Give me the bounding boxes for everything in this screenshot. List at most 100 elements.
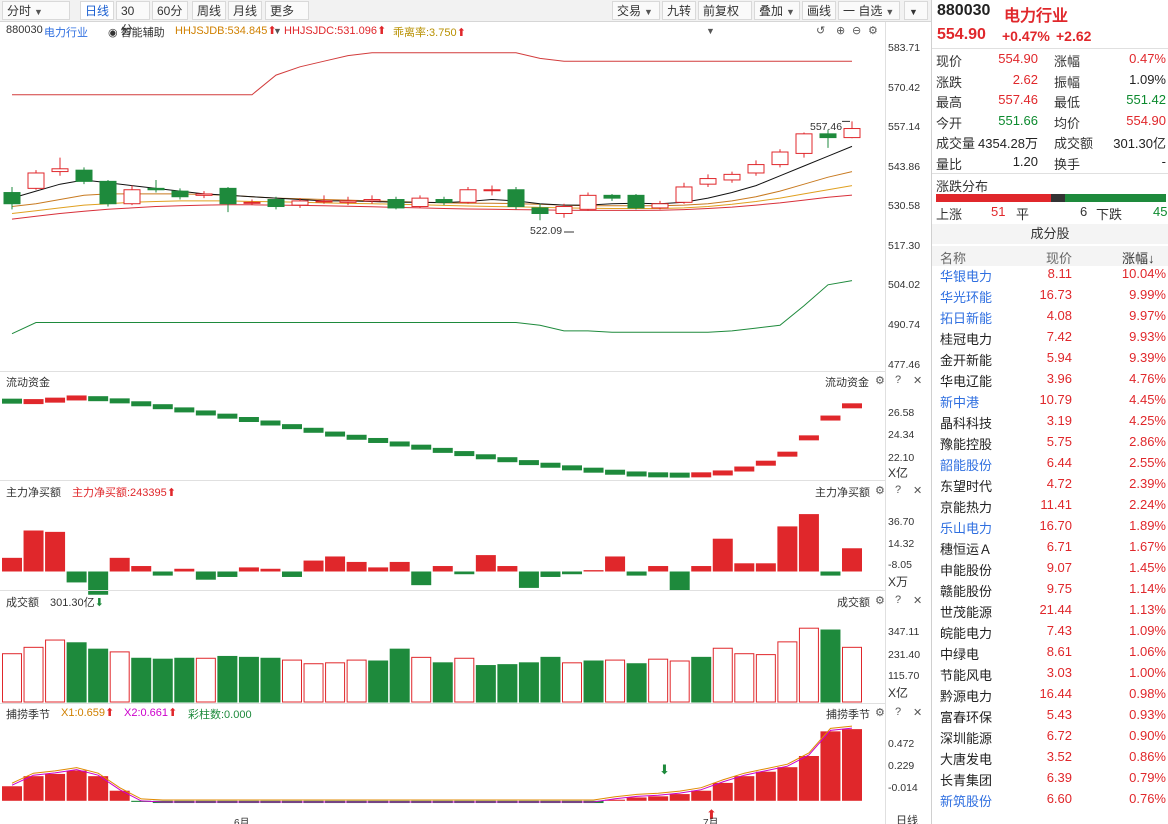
close-icon[interactable]: ✕	[913, 375, 923, 387]
season-bar	[691, 790, 712, 801]
close-icon[interactable]: ✕	[913, 595, 923, 607]
eye-icon: ◉	[108, 27, 118, 39]
net-buy-bar	[777, 526, 798, 572]
help-icon[interactable]: ?	[895, 594, 902, 606]
plus-icon[interactable]: ⊕	[836, 25, 846, 37]
close-icon[interactable]: ✕	[913, 707, 923, 719]
list-item[interactable]: 新中港 10.79 4.45%	[932, 392, 1168, 412]
quote-label: 量比	[936, 156, 963, 172]
candle	[27, 172, 45, 189]
header-pct-sort[interactable]: 涨幅↓	[1122, 251, 1155, 266]
header-price[interactable]: 现价	[1046, 251, 1073, 266]
quote-value: 1.20	[1012, 153, 1038, 169]
quote-value: 551.42	[1126, 92, 1166, 107]
candle	[99, 180, 117, 205]
list-item[interactable]: 东望时代 4.72 2.39%	[932, 476, 1168, 496]
net-buy-bar	[109, 557, 130, 572]
tab-60min[interactable]: 60分	[152, 1, 188, 20]
price-tick: 570.42	[888, 82, 921, 94]
list-item[interactable]: 京能热力 11.41 2.24%	[932, 497, 1168, 517]
flow-bar	[346, 434, 367, 440]
candle	[411, 197, 429, 208]
list-item[interactable]: 韶能股份 6.44 2.55%	[932, 455, 1168, 475]
settings-icon[interactable]: ⚙	[868, 25, 878, 37]
stock-price: 6.71	[1046, 539, 1072, 554]
list-item[interactable]: 黔源电力 16.44 0.98%	[932, 686, 1168, 706]
vol-title-right: 成交额	[837, 597, 870, 609]
volume-bar	[454, 657, 475, 703]
list-item[interactable]: 乐山电力 16.70 1.89%	[932, 518, 1168, 538]
tab-monthly[interactable]: 月线	[228, 1, 262, 20]
list-item[interactable]: 皖能电力 7.43 1.09%	[932, 623, 1168, 643]
tab-weekly[interactable]: 周线	[192, 1, 226, 20]
tab-daily[interactable]: 日线	[80, 1, 114, 20]
quote-pct: +0.47%	[1002, 28, 1050, 44]
list-item[interactable]: 豫能控股 5.75 2.86%	[932, 434, 1168, 454]
collapse-toolbar-button[interactable]: ▼	[904, 1, 928, 20]
flow-bar	[583, 467, 604, 473]
chart-canvas[interactable]: ⬇⬆	[0, 22, 931, 824]
list-item[interactable]: 长青集团 6.39 0.79%	[932, 770, 1168, 790]
list-item[interactable]: 晶科科技 3.19 4.25%	[932, 413, 1168, 433]
list-item[interactable]: 穗恒运Ａ 6.71 1.67%	[932, 539, 1168, 559]
trade-dropdown[interactable]: 交易 ▼	[612, 1, 660, 20]
minus-icon[interactable]: ⊖	[852, 25, 862, 37]
settings-icon[interactable]: ⚙	[875, 485, 885, 497]
list-item[interactable]: 赣能股份 9.75 1.14%	[932, 581, 1168, 601]
list-item[interactable]: 申能股份 9.07 1.45%	[932, 560, 1168, 580]
list-item[interactable]: 大唐发电 3.52 0.86%	[932, 749, 1168, 769]
volume-bar	[195, 657, 216, 703]
list-item[interactable]: 富春环保 5.43 0.93%	[932, 707, 1168, 727]
price-tick: 530.58	[888, 200, 921, 212]
list-item[interactable]: 华银电力 8.11 10.04%	[932, 266, 1168, 286]
list-item[interactable]: 金开新能 5.94 9.39%	[932, 350, 1168, 370]
more-periods-dropdown[interactable]: 更多▼	[265, 1, 309, 36]
dist-flat-count: 6	[1080, 204, 1088, 219]
candle	[459, 189, 477, 203]
rotate-icon[interactable]: ↺	[816, 25, 826, 37]
tab-30min[interactable]: 30分	[116, 1, 150, 37]
header-name[interactable]: 名称	[940, 251, 967, 266]
stock-pct: 0.90%	[1129, 728, 1166, 743]
list-item[interactable]: 节能风电 3.03 1.00%	[932, 665, 1168, 685]
quote-row: 涨跌 2.62 振幅 1.09%	[936, 72, 1166, 92]
help-icon[interactable]: ?	[895, 706, 902, 718]
list-item[interactable]: 华电辽能 3.96 4.76%	[932, 371, 1168, 391]
draw-button[interactable]: 画线	[802, 1, 836, 20]
season-bar	[669, 794, 690, 801]
list-item[interactable]: 中绿电 8.61 1.06%	[932, 644, 1168, 664]
stock-pct: 9.97%	[1129, 308, 1166, 323]
help-icon[interactable]: ?	[895, 374, 902, 386]
list-item[interactable]: 深圳能源 6.72 0.90%	[932, 728, 1168, 748]
overlay-dropdown[interactable]: 叠加 ▼	[754, 1, 800, 20]
price-tick: 557.14	[888, 121, 921, 133]
list-item[interactable]: 拓日新能 4.08 9.97%	[932, 308, 1168, 328]
watchlist-dropdown[interactable]: 一 自选 ▼	[838, 1, 900, 20]
stock-pct: 4.76%	[1129, 371, 1166, 386]
x-axis-mode[interactable]: 日线	[896, 815, 918, 824]
settings-icon[interactable]: ⚙	[875, 595, 885, 607]
list-item[interactable]: 华光环能 16.73 9.99%	[932, 287, 1168, 307]
net-buy-bar	[174, 568, 195, 572]
list-item[interactable]: 桂冠电力 7.42 9.93%	[932, 329, 1168, 349]
tab-timeshare[interactable]: 分时 ▼	[2, 1, 70, 20]
net-buy-bar	[518, 571, 539, 588]
help-icon[interactable]: ?	[895, 484, 902, 496]
quote-row: 今开 551.66 均价 554.90	[936, 113, 1166, 133]
chevron-down-icon: ▼	[273, 26, 282, 36]
close-icon[interactable]: ✕	[913, 485, 923, 497]
candle	[507, 189, 525, 208]
settings-icon[interactable]: ⚙	[875, 707, 885, 719]
settings-icon[interactable]: ⚙	[875, 375, 885, 387]
dist-up-segment	[936, 194, 1051, 202]
list-item[interactable]: 世茂能源 21.44 1.13%	[932, 602, 1168, 622]
nine-turn-button[interactable]: 九转	[662, 1, 696, 20]
adjust-dropdown[interactable]: 前复权▼	[698, 1, 752, 36]
stock-pct: 0.93%	[1129, 707, 1166, 722]
quote-label: 今开	[936, 115, 963, 131]
stock-name: 华光环能	[940, 290, 993, 305]
list-item[interactable]: 新筑股份 6.60 0.76%	[932, 791, 1168, 811]
net-buy-bar	[734, 563, 755, 572]
net-buy-bar	[260, 568, 281, 572]
assist-label[interactable]: ◉ 智能辅助	[108, 27, 165, 39]
